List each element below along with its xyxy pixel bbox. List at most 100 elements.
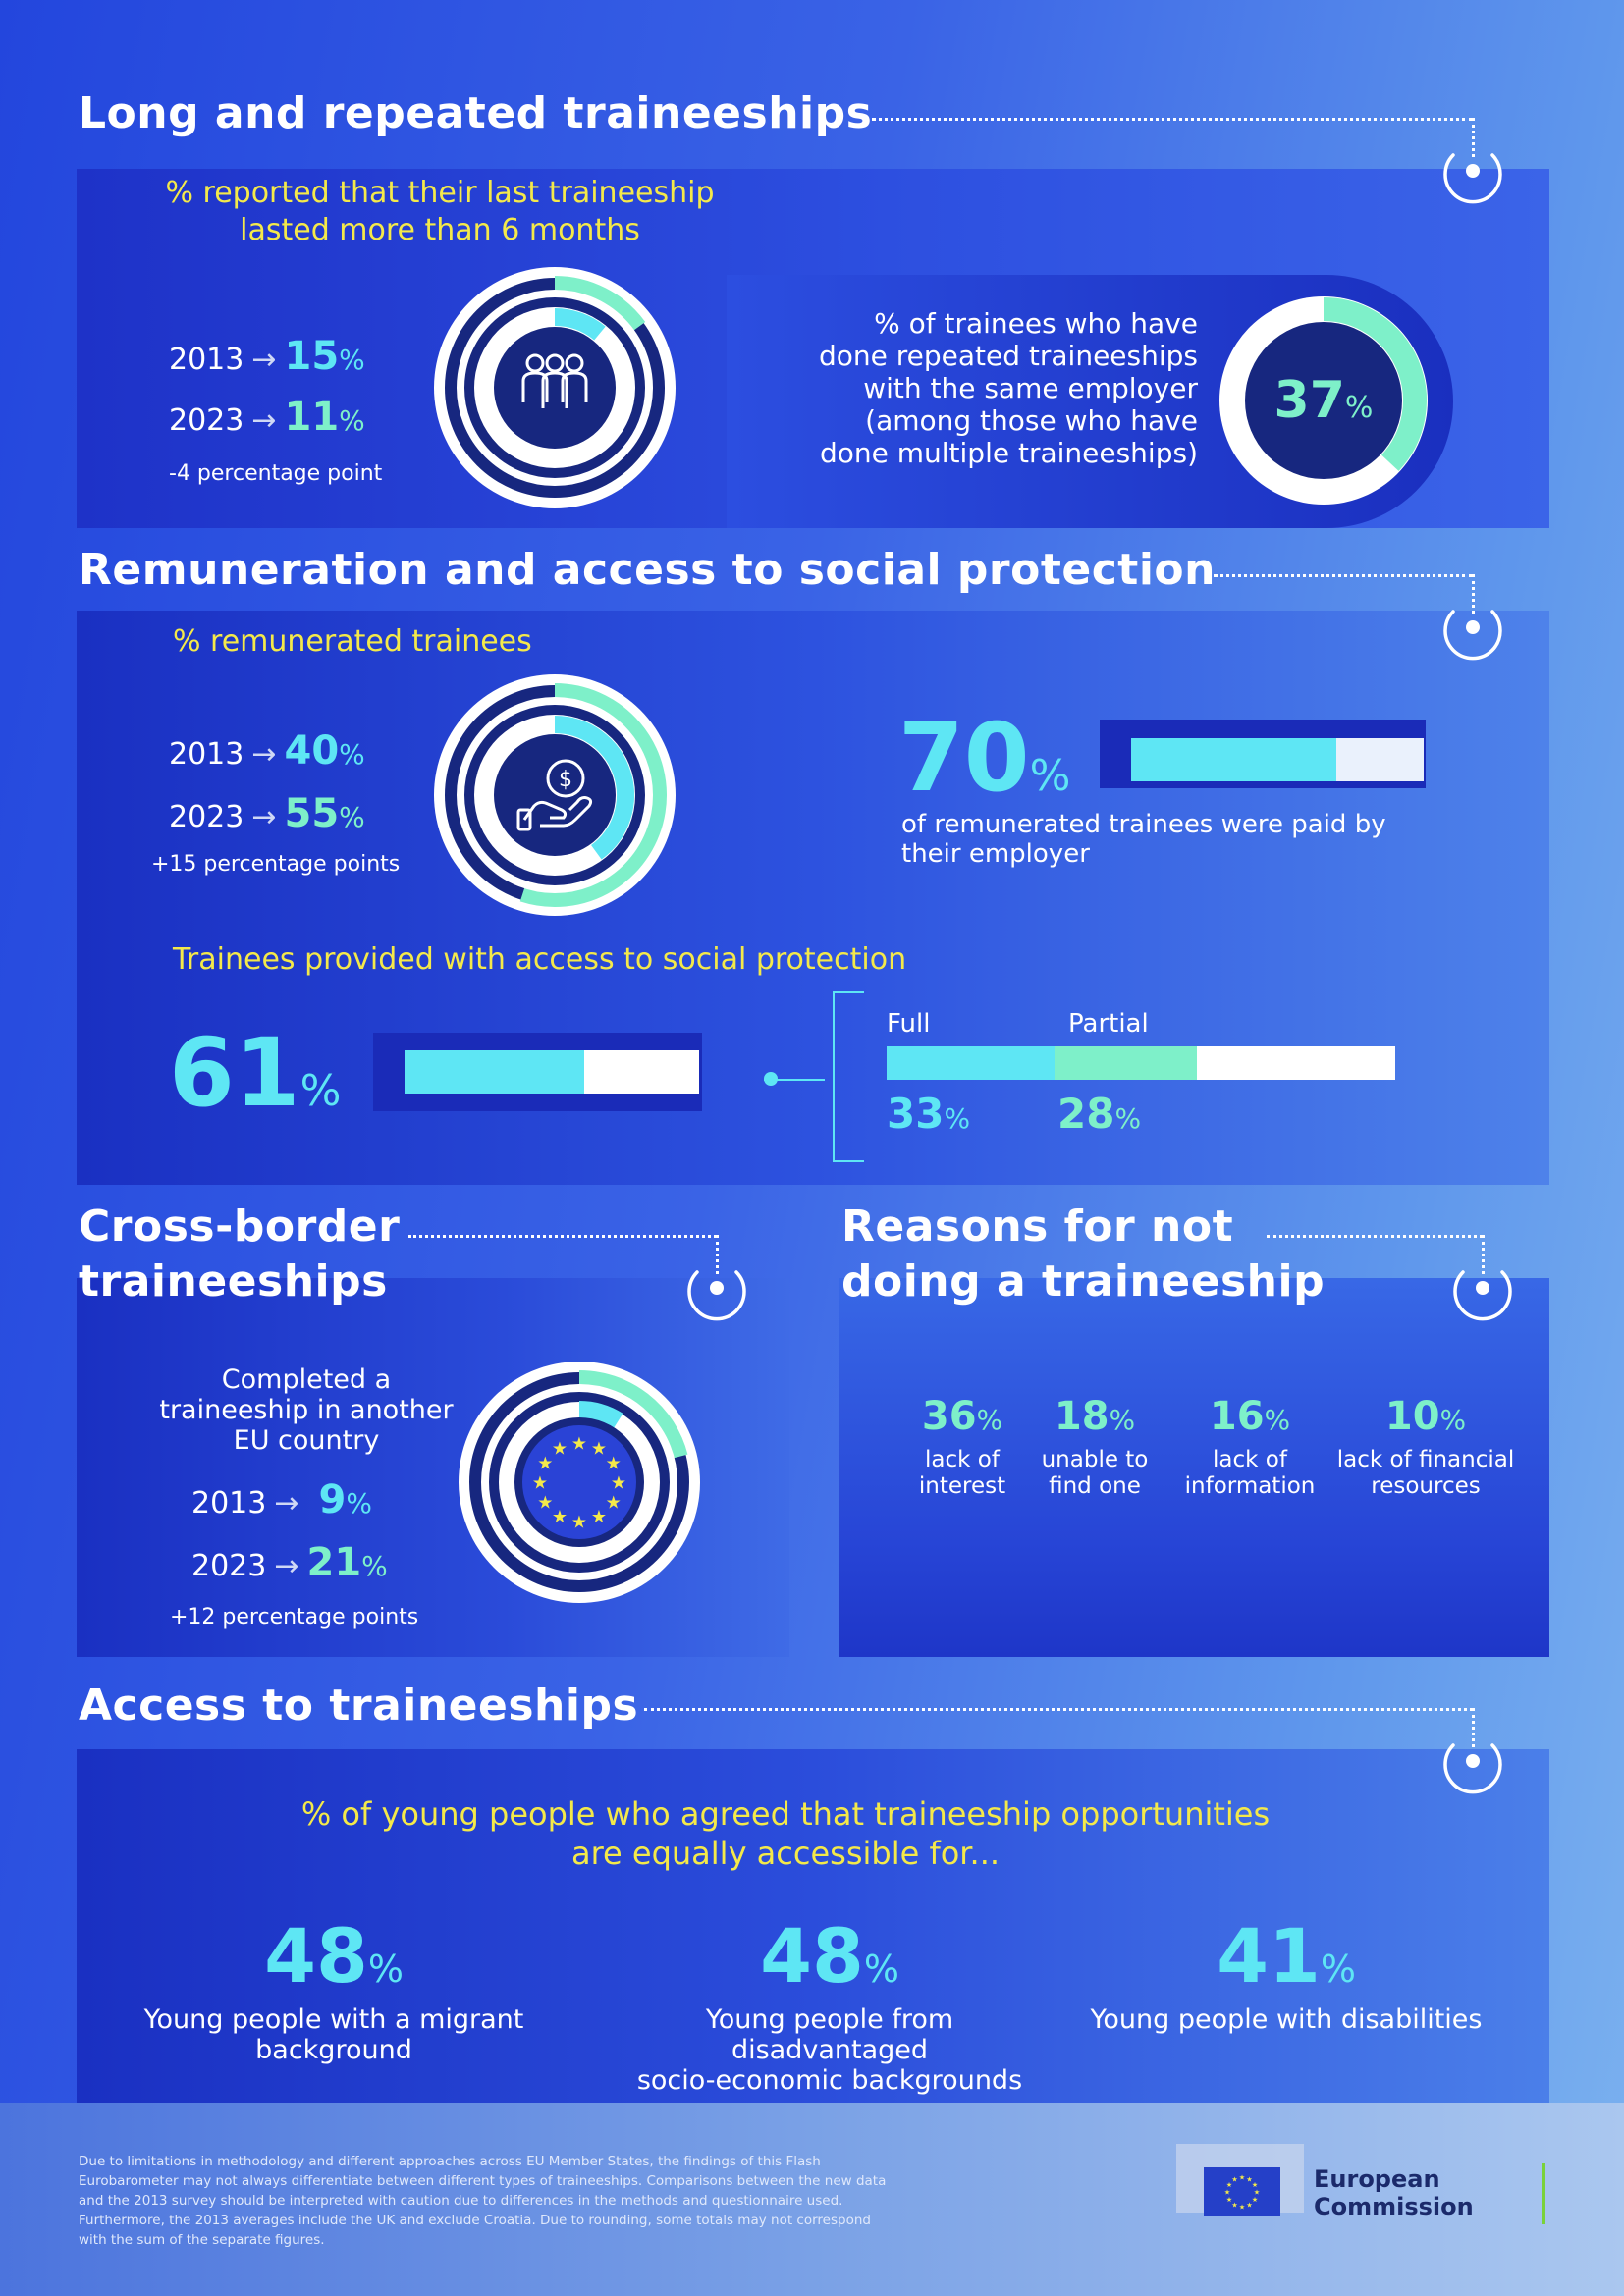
value-2023: 21 <box>306 1540 362 1585</box>
donut-arc-2013 <box>554 716 634 860</box>
access-value: 48 <box>264 1912 368 2000</box>
percent-sign: % <box>361 1550 388 1582</box>
percent-sign: % <box>299 1066 342 1116</box>
crossborder-desc-1: Completed a <box>221 1364 392 1395</box>
disclaimer: Due to limitations in methodology and di… <box>79 2152 1110 2250</box>
year-2013: 2013 <box>169 737 244 772</box>
reason-label-2: find one <box>1049 1473 1141 1499</box>
star-icon: ★ <box>1254 2188 1260 2196</box>
reason-item: 36% lack of interest <box>874 1394 1051 1500</box>
value-2023: 55 <box>284 791 340 836</box>
percent-sign: % <box>944 1102 971 1135</box>
star-icon: ★ <box>537 1453 553 1473</box>
long-donut-chart <box>434 267 676 508</box>
percent-sign: % <box>339 801 365 833</box>
title-connector-vertical <box>1472 574 1475 614</box>
social-bar <box>405 1050 699 1094</box>
star-icon: ★ <box>1252 2181 1258 2189</box>
access-label-1: Young people with disabilities <box>1090 2004 1483 2035</box>
title-connector <box>1267 1235 1483 1238</box>
crossborder-donut-chart: ★ ★★★★★★★★★★★ <box>459 1362 700 1603</box>
value-2013: 9 <box>318 1477 347 1522</box>
star-icon: ★ <box>1246 2175 1252 2183</box>
footer <box>0 2103 1624 2296</box>
svg-text:$: $ <box>559 768 572 792</box>
partial-label: Partial <box>1068 1009 1149 1039</box>
percent-sign: % <box>1264 1404 1291 1436</box>
reason-label-1: lack of financial <box>1336 1447 1515 1472</box>
reason-label-1: unable to <box>1041 1447 1149 1472</box>
social-subtitle: Trainees provided with access to social … <box>173 942 907 977</box>
access-label-2: background <box>255 2035 412 2065</box>
partial-bar-fill <box>1054 1046 1197 1080</box>
year-2023: 2023 <box>169 403 244 438</box>
donut-arc-2023 <box>578 1370 688 1460</box>
donut-arc-2013 <box>554 276 646 334</box>
logo-flag <box>1204 2167 1280 2216</box>
year-2013: 2013 <box>169 343 244 377</box>
star-icon: ★ <box>1231 2175 1237 2183</box>
crossborder-stats: 2013 → 9 % 2023 → 21 % +12 percentage po… <box>170 1477 466 1629</box>
title-connector-vertical <box>1472 1708 1475 1747</box>
disclaimer-line: Due to limitations in methodology and di… <box>79 2154 821 2169</box>
star-icon: ★ <box>591 1439 607 1460</box>
star-icon: ★ <box>1239 2173 1245 2181</box>
title-connector <box>872 118 1473 121</box>
percent-sign: % <box>976 1404 1003 1436</box>
logo-line-1: European <box>1314 2165 1440 2193</box>
donut-arc-2013 <box>578 1401 623 1429</box>
access-panel <box>77 1749 1549 2103</box>
title-connector <box>644 1708 1473 1711</box>
percent-sign: % <box>863 1948 899 1991</box>
arrow-icon: → <box>274 1549 299 1583</box>
access-item: 41% Young people with disabilities <box>1090 1912 1483 2036</box>
disclaimer-line: Eurobarometer may not always differentia… <box>79 2173 887 2189</box>
star-icon: ★ <box>552 1507 568 1527</box>
reason-value: 16 <box>1209 1394 1265 1439</box>
remuneration-panel <box>77 611 1549 1185</box>
donut-arc-2023 <box>554 308 606 341</box>
european-commission-logo: ★ ★ ★ ★ ★ ★ ★ ★ ★ ★ ★ ★ European Commission <box>1176 2126 1545 2234</box>
percent-sign: % <box>346 1487 372 1520</box>
target-icon <box>1443 610 1502 661</box>
star-icon: ★ <box>1231 2201 1237 2209</box>
logo-line-2: Commission <box>1314 2193 1474 2220</box>
star-icon: ★ <box>537 1492 553 1513</box>
logo-stars-icon: ★ ★★★★★★★★★★★ <box>1224 2173 1260 2211</box>
employer-line-1: of remunerated trainees were paid by <box>901 810 1386 839</box>
full-label: Full <box>887 1009 931 1039</box>
percent-sign: % <box>339 404 365 437</box>
percent-sign: % <box>1114 1102 1142 1135</box>
remuneration-donut-chart: $ <box>434 674 676 916</box>
repeat-donut-chart <box>1219 296 1428 505</box>
year-2023: 2023 <box>169 800 244 834</box>
reason-item: 16% lack of information <box>1162 1394 1338 1500</box>
target-icon <box>687 1270 746 1321</box>
repeat-line-3: with the same employer <box>863 372 1198 404</box>
disclaimer-line: Furthermore, the 2013 averages include t… <box>79 2213 871 2228</box>
reasons-title-1: Reasons for not <box>841 1201 1234 1252</box>
percent-sign: % <box>1109 1404 1136 1436</box>
reasons-title-2: doing a traineeship <box>841 1256 1326 1307</box>
value-2013: 15 <box>284 334 340 379</box>
arrow-icon: → <box>251 403 277 438</box>
eu-flag-icon: ★ ★★★★★★★★★★★ <box>532 1433 626 1532</box>
reason-label-1: lack of <box>1213 1447 1287 1472</box>
title-connector <box>408 1235 717 1238</box>
reason-value: 36 <box>921 1394 977 1439</box>
arrow-icon: → <box>251 800 277 834</box>
target-icon <box>1453 1270 1512 1321</box>
section-title-long: Long and repeated traineeships <box>79 88 873 138</box>
reason-label-2: resources <box>1371 1473 1481 1499</box>
reason-value: 18 <box>1054 1394 1110 1439</box>
reason-value: 10 <box>1384 1394 1440 1439</box>
reason-label-2: interest <box>918 1473 1006 1499</box>
star-icon: ★ <box>611 1472 626 1493</box>
section-title-remuneration: Remuneration and access to social protec… <box>79 545 1216 595</box>
target-icon <box>1443 1743 1502 1794</box>
reason-item: 10% lack of financial resources <box>1327 1394 1524 1500</box>
remuneration-stats: 2013 → 40 % 2023 → 55 % +15 percentage p… <box>151 728 444 877</box>
donut-arc-2023 <box>519 683 667 907</box>
access-value: 41 <box>1217 1912 1321 2000</box>
percent-sign: % <box>1439 1404 1467 1436</box>
